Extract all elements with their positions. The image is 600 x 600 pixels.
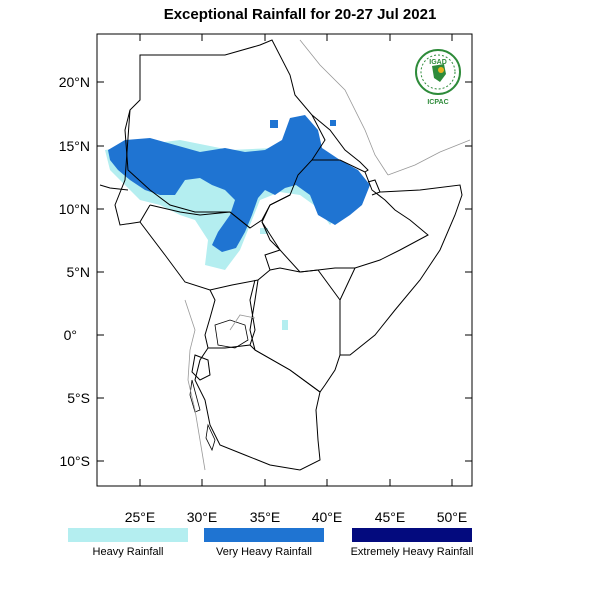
legend-swatch-very-heavy <box>204 528 324 542</box>
legend-label-very-heavy: Very Heavy Rainfall <box>216 546 312 558</box>
legend-swatch-heavy <box>68 528 188 542</box>
lat-label-10s: 10°S <box>59 453 90 469</box>
map-frame <box>96 33 473 487</box>
lat-label-15n: 15°N <box>59 138 90 154</box>
lon-label-30e: 30°E <box>187 509 218 525</box>
map-title: Exceptional Rainfall for 20-27 Jul 2021 <box>163 6 437 23</box>
lon-label-45e: 45°E <box>375 509 406 525</box>
lat-label-5s: 5°S <box>67 390 90 406</box>
lon-label-35e: 35°E <box>250 509 281 525</box>
very-heavy-rainfall-areas <box>108 115 370 252</box>
legend-label-heavy: Heavy Rainfall <box>92 546 164 558</box>
lon-label-40e: 40°E <box>312 509 343 525</box>
lat-label-20n: 20°N <box>59 74 90 90</box>
legend-item-very-heavy: Very Heavy Rainfall <box>189 528 339 558</box>
latitude-axis: 20°N 15°N 10°N 5°N 0° 5°S 10°S <box>59 74 472 469</box>
lat-label-5n: 5°N <box>67 264 91 280</box>
lon-label-25e: 25°E <box>125 509 156 525</box>
logo-caption: ICPAC <box>427 99 448 106</box>
legend: Heavy Rainfall Very Heavy Rainfall Extre… <box>0 528 600 568</box>
logo-name: IGAD <box>429 59 447 66</box>
lat-label-10n: 10°N <box>59 201 90 217</box>
lat-label-0: 0° <box>64 327 77 343</box>
legend-swatch-extreme <box>352 528 472 542</box>
legend-item-heavy: Heavy Rainfall <box>53 528 203 558</box>
legend-item-extreme: Extremely Heavy Rainfall <box>337 528 487 558</box>
lon-label-50e: 50°E <box>437 509 468 525</box>
neighbor-borders <box>184 39 471 471</box>
lakes <box>189 319 249 452</box>
igad-logo: IGAD ICPAC <box>415 49 461 106</box>
legend-label-extreme: Extremely Heavy Rainfall <box>350 546 474 558</box>
longitude-axis: 25°E 30°E 35°E 40°E 45°E 50°E <box>125 34 468 525</box>
country-borders <box>99 39 463 471</box>
